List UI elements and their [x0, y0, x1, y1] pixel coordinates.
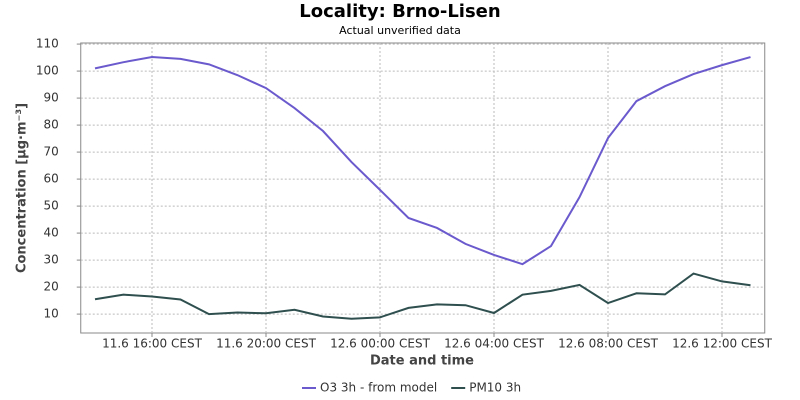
plot-area [80, 42, 766, 334]
y-tick-label: 40 [43, 226, 58, 240]
y-tick-label: 70 [43, 145, 58, 159]
y-axis-label: Concentration [µg·m⁻³] [15, 103, 30, 273]
y-tick-label: 90 [43, 91, 58, 105]
data-line [94, 56, 751, 266]
x-tick-label: 12.6 12:00 CEST [672, 337, 773, 351]
x-axis-label: Date and time [370, 354, 474, 369]
legend-label: O3 3h - from model [320, 381, 437, 395]
x-tick-label: 12.6 08:00 CEST [558, 337, 659, 351]
y-tick-label: 110 [36, 37, 59, 51]
y-tick-label: 80 [43, 118, 58, 132]
data-line [94, 272, 751, 320]
y-tick-label: 50 [43, 199, 58, 213]
y-tick-label: 20 [43, 280, 58, 294]
chart-subtitle: Actual unverified data [339, 24, 461, 37]
y-tick-label: 30 [43, 253, 58, 267]
x-tick-label: 11.6 20:00 CEST [216, 337, 317, 351]
x-tick-label: 12.6 04:00 CEST [444, 337, 545, 351]
chart-title: Locality: Brno-Lisen [299, 1, 500, 22]
x-tick-label: 12.6 00:00 CEST [330, 337, 431, 351]
y-tick-label: 10 [43, 307, 58, 321]
y-tick-label: 60 [43, 172, 58, 186]
x-tick-label: 11.6 16:00 CEST [102, 337, 203, 351]
legend-label: PM10 3h [469, 381, 521, 395]
y-tick-label: 100 [36, 64, 59, 78]
